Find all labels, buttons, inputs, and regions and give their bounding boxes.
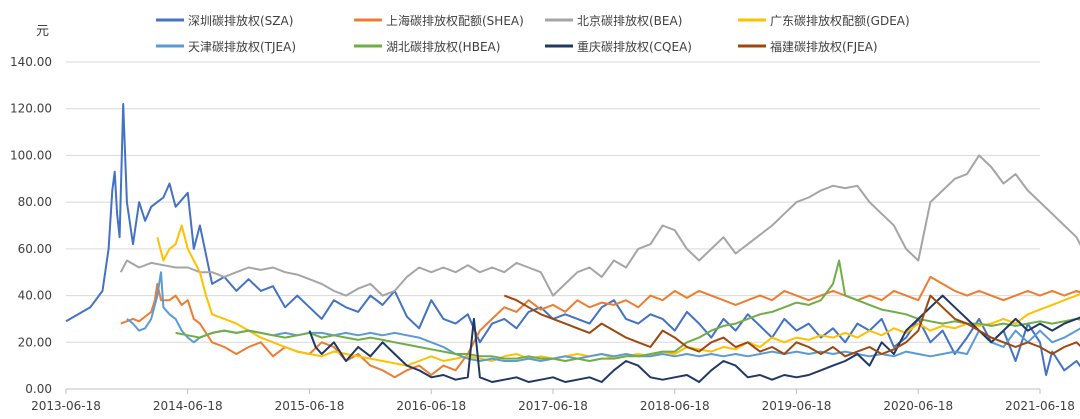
y-tick-label: 0.00 <box>25 382 52 396</box>
y-tick-label: 100.00 <box>10 148 52 162</box>
x-tick-label: 2016-06-18 <box>396 399 466 413</box>
series-line <box>65 103 1080 376</box>
x-tick-label: 2015-06-18 <box>275 399 345 413</box>
legend-label: 上海碳排放权配额(SHEA) <box>386 13 524 28</box>
x-tick-label: 2021-06-18 <box>1005 399 1075 413</box>
legend-label: 重庆碳排放权(CQEA) <box>577 39 692 54</box>
series-line <box>175 259 1080 362</box>
x-tick-label: 2017-06-18 <box>518 399 588 413</box>
x-axis-ticks: 2013-06-18 2014-06-18 2015-06-18 2016-06-18… <box>31 389 1075 413</box>
series-line <box>503 294 1080 358</box>
legend-label: 深圳碳排放权(SZA) <box>188 13 293 28</box>
y-tick-label: 60.00 <box>18 242 52 256</box>
y-tick-label: 120.00 <box>10 102 52 116</box>
x-tick-label: 2018-06-18 <box>640 399 710 413</box>
x-tick-label: 2020-06-18 <box>883 399 953 413</box>
series-lines <box>65 103 1080 383</box>
series-line <box>308 294 1080 383</box>
y-axis-ticks: 0.00 20.00 40.00 60.00 80.00 100.00 120.00 140.… <box>10 55 52 396</box>
y-axis-unit-label: 元 <box>36 24 49 39</box>
y-tick-label: 20.00 <box>18 335 52 349</box>
legend: 深圳碳排放权(SZA) 上海碳排放权配额(SHEA) 北京碳排放权(BEA) 广东碳排… <box>156 13 910 54</box>
x-tick-label: 2019-06-18 <box>762 399 832 413</box>
series-line <box>120 275 1080 379</box>
series-line <box>119 154 1080 297</box>
legend-label: 天津碳排放权(TJEA) <box>188 39 296 54</box>
y-tick-label: 80.00 <box>18 195 52 209</box>
legend-label: 湖北碳排放权(HBEA) <box>386 39 500 54</box>
y-tick-label: 40.00 <box>18 289 52 303</box>
legend-label: 北京碳排放权(BEA) <box>577 13 682 28</box>
x-tick-label: 2014-06-18 <box>153 399 223 413</box>
legend-label: 广东碳排放权配额(GDEA) <box>770 13 910 28</box>
x-tick-label: 2013-06-18 <box>31 399 101 413</box>
legend-label: 福建碳排放权(FJEA) <box>770 39 878 54</box>
y-tick-label: 140.00 <box>10 55 52 69</box>
